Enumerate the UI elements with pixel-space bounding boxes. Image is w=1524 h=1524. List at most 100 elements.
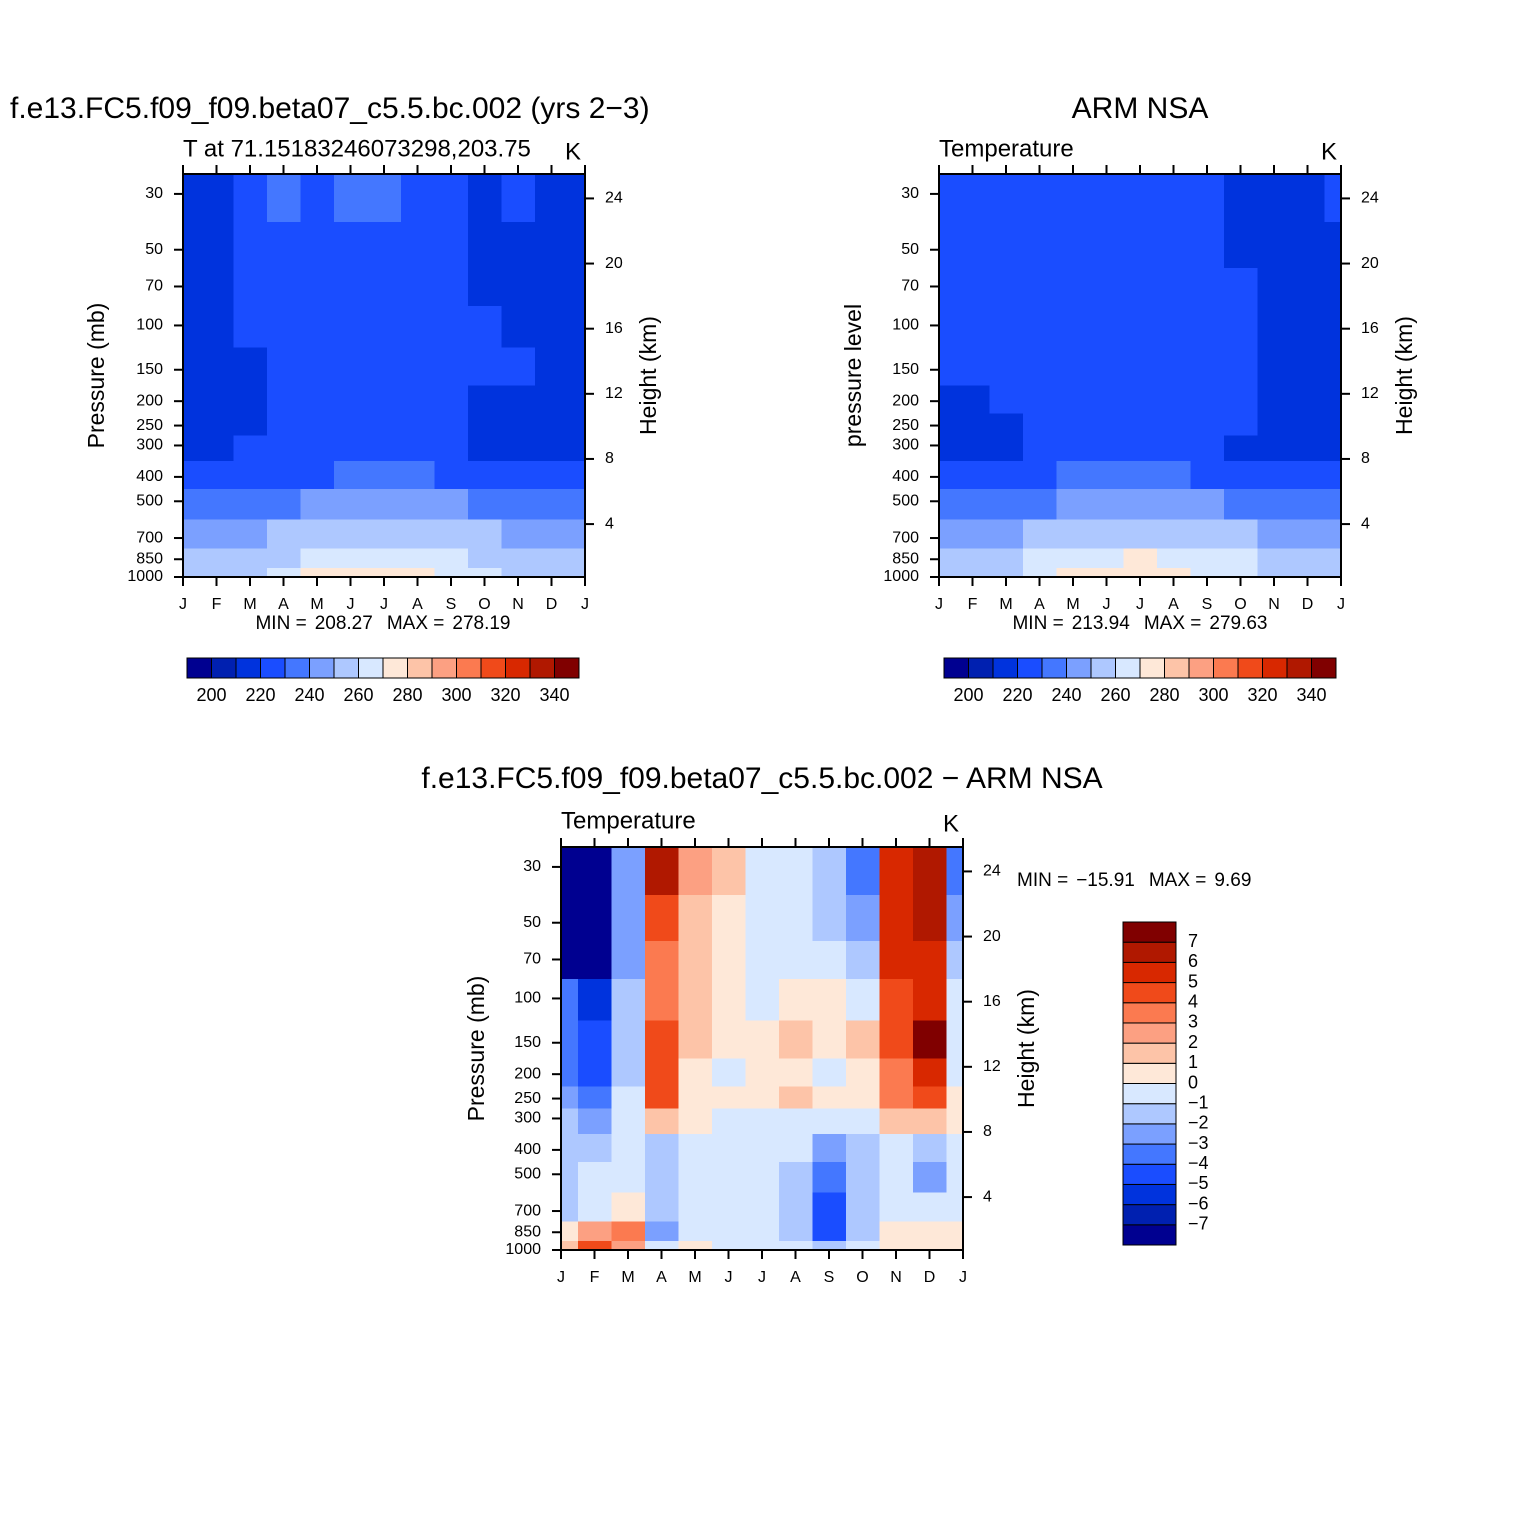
contour-cell xyxy=(611,1134,646,1163)
y-tick-label: 200 xyxy=(892,392,919,409)
contour-cell xyxy=(1290,413,1325,437)
contour-cell xyxy=(467,174,502,223)
contour-cell xyxy=(467,268,502,307)
contour-cell xyxy=(1156,568,1191,577)
contour-cell xyxy=(1123,461,1158,490)
colorbar-box xyxy=(382,657,408,679)
contour-cell xyxy=(577,1108,612,1135)
contour-cell xyxy=(912,1058,947,1087)
y-tick-label: 1000 xyxy=(883,568,919,585)
x-tick-label: M xyxy=(999,596,1012,613)
contour-cell xyxy=(199,489,234,521)
contour-cell xyxy=(266,385,301,414)
contour-cell xyxy=(183,347,201,387)
y2-axis-label: Height (km) xyxy=(1391,316,1417,435)
contour-cell xyxy=(300,305,335,349)
colorbar-box xyxy=(1122,1163,1177,1185)
contour-cell xyxy=(644,1192,679,1223)
contour-cell xyxy=(946,1108,963,1135)
contour-cell xyxy=(568,221,585,269)
colorbar-label: 320 xyxy=(1247,685,1277,705)
contour-cell xyxy=(946,1086,963,1110)
contour-cell xyxy=(745,1241,780,1250)
contour-cell xyxy=(1022,413,1057,437)
contour-cell xyxy=(939,174,957,223)
contour-cell xyxy=(534,461,569,490)
y2-tick-label: 4 xyxy=(1361,515,1370,532)
colorbar-box xyxy=(1066,657,1092,679)
contour-cell xyxy=(879,1108,914,1135)
contour-cell xyxy=(300,268,335,307)
contour-cell xyxy=(534,347,569,387)
contour-cell xyxy=(879,1058,914,1087)
contour-cell xyxy=(1223,568,1258,577)
colorbar-box xyxy=(1139,657,1165,679)
colorbar-label: 300 xyxy=(441,685,471,705)
colorbar-box xyxy=(358,657,384,679)
contour-cell xyxy=(183,548,201,569)
contour-cell xyxy=(879,1020,914,1060)
contour-cell xyxy=(955,519,990,550)
contour-cell xyxy=(568,413,585,437)
contour-cell xyxy=(367,174,402,223)
y2-tick-label: 8 xyxy=(983,1123,992,1140)
contour-cell xyxy=(1324,435,1341,462)
contour-cell xyxy=(1056,519,1091,550)
contour-cell xyxy=(845,1020,880,1060)
contour-cell xyxy=(1290,435,1325,462)
contour-cell xyxy=(183,519,201,550)
contour-cell xyxy=(434,461,469,490)
contour-cell xyxy=(367,548,402,569)
y2-tick-label: 20 xyxy=(605,255,623,272)
contour-cell xyxy=(678,1134,713,1163)
contour-cell xyxy=(400,305,435,349)
colorbar-label: 3 xyxy=(1188,1012,1198,1032)
contour-cell xyxy=(778,894,813,942)
contour-cell xyxy=(183,305,201,349)
contour-cell xyxy=(467,305,502,349)
contour-cell xyxy=(955,413,990,437)
contour-cell xyxy=(745,1058,780,1087)
colorbar-label: −5 xyxy=(1188,1173,1209,1193)
y-tick-label: 30 xyxy=(523,858,541,875)
y-tick-label: 300 xyxy=(892,437,919,454)
contour-cell xyxy=(778,1241,813,1250)
y-tick-label: 500 xyxy=(514,1165,541,1182)
colorbar-box xyxy=(943,657,969,679)
panel: J F M A M J J A S O N D J 30 50 70 100 150 200 250 300 400 500… xyxy=(840,92,1417,705)
contour-cell xyxy=(300,489,335,521)
contour-cell xyxy=(644,1241,679,1250)
contour-cell xyxy=(1190,568,1225,577)
contour-cell xyxy=(845,1134,880,1163)
contour-cell xyxy=(939,519,957,550)
contour-cell xyxy=(1056,413,1091,437)
panel-subtitle: Temperature xyxy=(561,807,696,834)
stat-max: 279.63 xyxy=(1209,613,1267,634)
x-tick-label: S xyxy=(446,596,457,613)
contour-cell xyxy=(955,174,990,223)
contour-cell xyxy=(199,221,234,269)
contour-cell xyxy=(233,548,268,569)
contour-cell xyxy=(778,978,813,1022)
min-max-text: MIN = 213.94 MAX = 279.63 xyxy=(1012,613,1267,634)
contour-cell xyxy=(644,1221,679,1242)
colorbar-label: 340 xyxy=(1296,685,1326,705)
contour-cell xyxy=(1290,305,1325,349)
y-tick-label: 150 xyxy=(514,1034,541,1051)
colorbar-box xyxy=(505,657,531,679)
colorbar-label: 7 xyxy=(1188,931,1198,951)
contour-cell xyxy=(644,1108,679,1135)
contour-cell xyxy=(1190,519,1225,550)
contour-cell xyxy=(577,1086,612,1110)
contour-cell xyxy=(939,305,957,349)
contour-cell xyxy=(501,548,536,569)
contour-cell xyxy=(568,305,585,349)
axes xyxy=(174,165,594,586)
contour-cell xyxy=(1123,305,1158,349)
contour-cell xyxy=(568,548,585,569)
colorbar-box xyxy=(407,657,433,679)
contour-cell xyxy=(1324,347,1341,387)
contour-cell xyxy=(611,1221,646,1242)
contour-cell xyxy=(611,1162,646,1194)
contour-cell xyxy=(501,435,536,462)
